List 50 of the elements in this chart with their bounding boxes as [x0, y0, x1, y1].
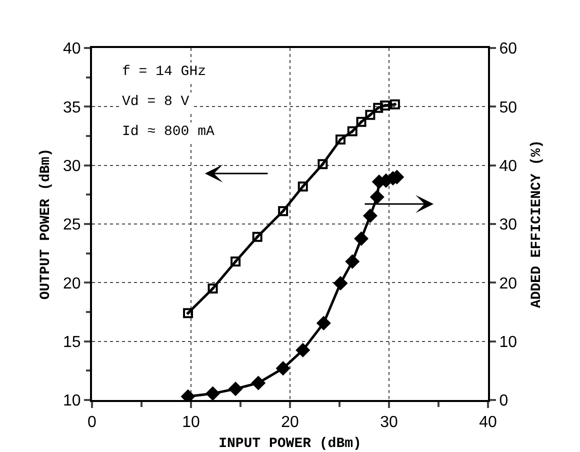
y-tick-label: 40	[63, 40, 81, 58]
annotation: f = 14 GHz	[122, 64, 206, 80]
point	[370, 190, 384, 204]
point	[363, 208, 378, 223]
x-axis-title: INPUT POWER (dBm)	[218, 436, 362, 452]
point	[318, 159, 328, 170]
point	[278, 206, 288, 216]
point	[373, 102, 384, 113]
point	[356, 116, 366, 127]
y-tick-label: 15	[63, 334, 81, 351]
annotation: Id ≈ 800 mA	[122, 124, 216, 140]
point	[252, 232, 262, 242]
y-tick-label: 10	[63, 392, 81, 410]
point	[365, 110, 376, 120]
point	[228, 382, 242, 396]
y2-axis-title: ADDED EFFICIENCY (%)	[528, 140, 545, 308]
point	[296, 343, 310, 357]
y2-tick-label: 60	[499, 40, 518, 58]
x-tick-label: 10	[182, 414, 200, 432]
point	[276, 361, 290, 376]
point	[334, 276, 348, 290]
y2-tick-label: 0	[499, 392, 508, 410]
point	[347, 126, 358, 136]
y-tick-label: 35	[63, 99, 81, 116]
point	[206, 386, 220, 400]
y-tick-label: 20	[63, 275, 81, 292]
y-axis-title: OUTPUT POWER (dBm)	[38, 148, 54, 300]
x-tick-label: 40	[479, 414, 497, 432]
point	[230, 256, 241, 267]
x-tick-label: 30	[380, 414, 398, 432]
y2-tick-label: 30	[499, 216, 518, 234]
y2-tick-label: 10	[499, 334, 518, 351]
point	[183, 308, 194, 318]
point	[380, 100, 390, 110]
x-tick-label: 20	[281, 414, 299, 432]
point	[316, 316, 331, 330]
y2-tick-label: 50	[499, 99, 518, 116]
point	[335, 134, 346, 145]
y2-tick-label: 20	[499, 275, 518, 292]
y-tick-label: 30	[63, 158, 81, 175]
point	[298, 181, 308, 192]
point	[390, 99, 400, 110]
point	[346, 254, 360, 268]
y2-tick-label: 40	[499, 158, 518, 175]
point	[208, 284, 218, 294]
x-tick-label: 0	[88, 414, 97, 432]
point	[251, 376, 266, 390]
point	[354, 232, 368, 246]
annotation: Vd = 8 V	[122, 94, 190, 110]
y-tick-label: 25	[63, 216, 81, 234]
